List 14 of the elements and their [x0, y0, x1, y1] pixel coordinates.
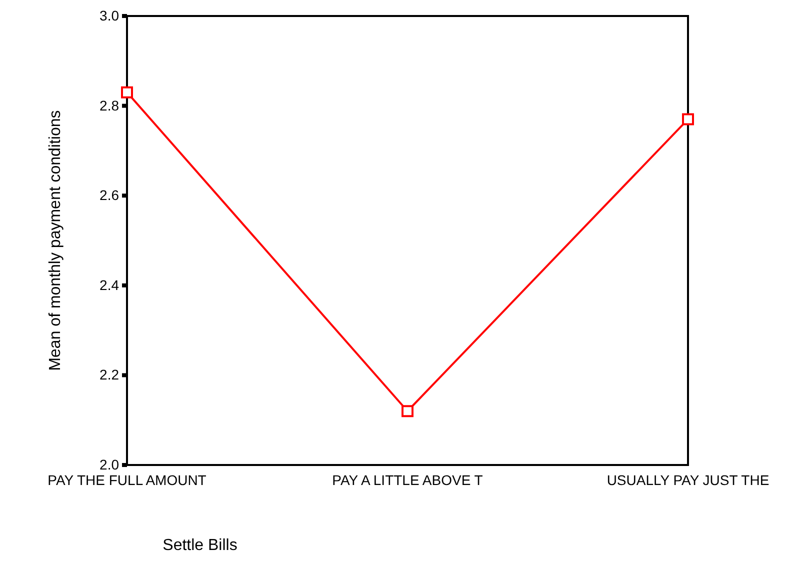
y-tick-label: 2.2: [100, 366, 120, 383]
point: [682, 113, 694, 126]
x-tick-label: PAY A LITTLE ABOVE T: [332, 472, 484, 488]
y-tick-label: 2.6: [100, 187, 120, 204]
point: [402, 405, 414, 418]
y-tick-label: 3.0: [100, 7, 120, 24]
y-tick-label: 2.8: [100, 97, 120, 114]
y-tick-label: 2.0: [100, 456, 120, 472]
x-tick-label: USUALLY PAY JUST THE: [606, 472, 770, 488]
y-tick-label: 2.4: [100, 276, 120, 293]
y-axis-title: Mean of monthly payment conditions: [47, 110, 64, 371]
x-tick-label: PAY THE FULL AMOUNT: [48, 472, 207, 488]
point: [121, 86, 133, 98]
x-axis-title: Settle Bills: [162, 537, 238, 554]
